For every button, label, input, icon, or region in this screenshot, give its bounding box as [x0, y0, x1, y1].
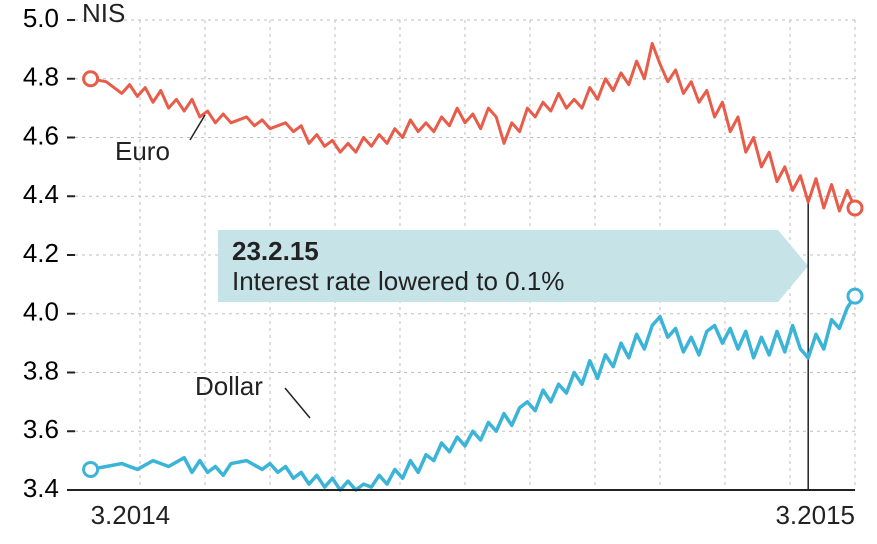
end-marker [848, 289, 862, 303]
callout-text: Interest rate lowered to 0.1% [232, 266, 564, 296]
start-marker [84, 72, 98, 86]
x-tick-label: 3.2015 [775, 500, 855, 530]
y-tick-label: 4.4 [23, 179, 59, 209]
y-tick-label: 4.6 [23, 120, 59, 150]
chart-svg: 3.4 3.6 3.8 4.0 4.2 4.4 4.6 4.8 5.0 23.2.15Intere… [0, 0, 877, 544]
end-marker [848, 201, 862, 215]
y-axis-title: NIS [82, 0, 125, 28]
x-tick-label: 3.2014 [91, 500, 171, 530]
y-tick-label: 3.4 [23, 473, 59, 503]
y-tick-label: 5.0 [23, 3, 59, 33]
y-tick-label: 4.2 [23, 238, 59, 268]
currency-chart: 3.4 3.6 3.8 4.0 4.2 4.4 4.6 4.8 5.0 23.2.15Intere… [0, 0, 877, 544]
callout-date: 23.2.15 [232, 236, 319, 266]
y-tick-label: 4.0 [23, 297, 59, 327]
y-tick-label: 4.8 [23, 62, 59, 92]
start-marker [84, 462, 98, 476]
series-label-dollar: Dollar [195, 371, 263, 401]
y-tick-label: 3.6 [23, 414, 59, 444]
series-label-euro: Euro [115, 136, 170, 166]
y-tick-label: 3.8 [23, 355, 59, 385]
event-callout: 23.2.15Interest rate lowered to 0.1% [218, 230, 808, 302]
